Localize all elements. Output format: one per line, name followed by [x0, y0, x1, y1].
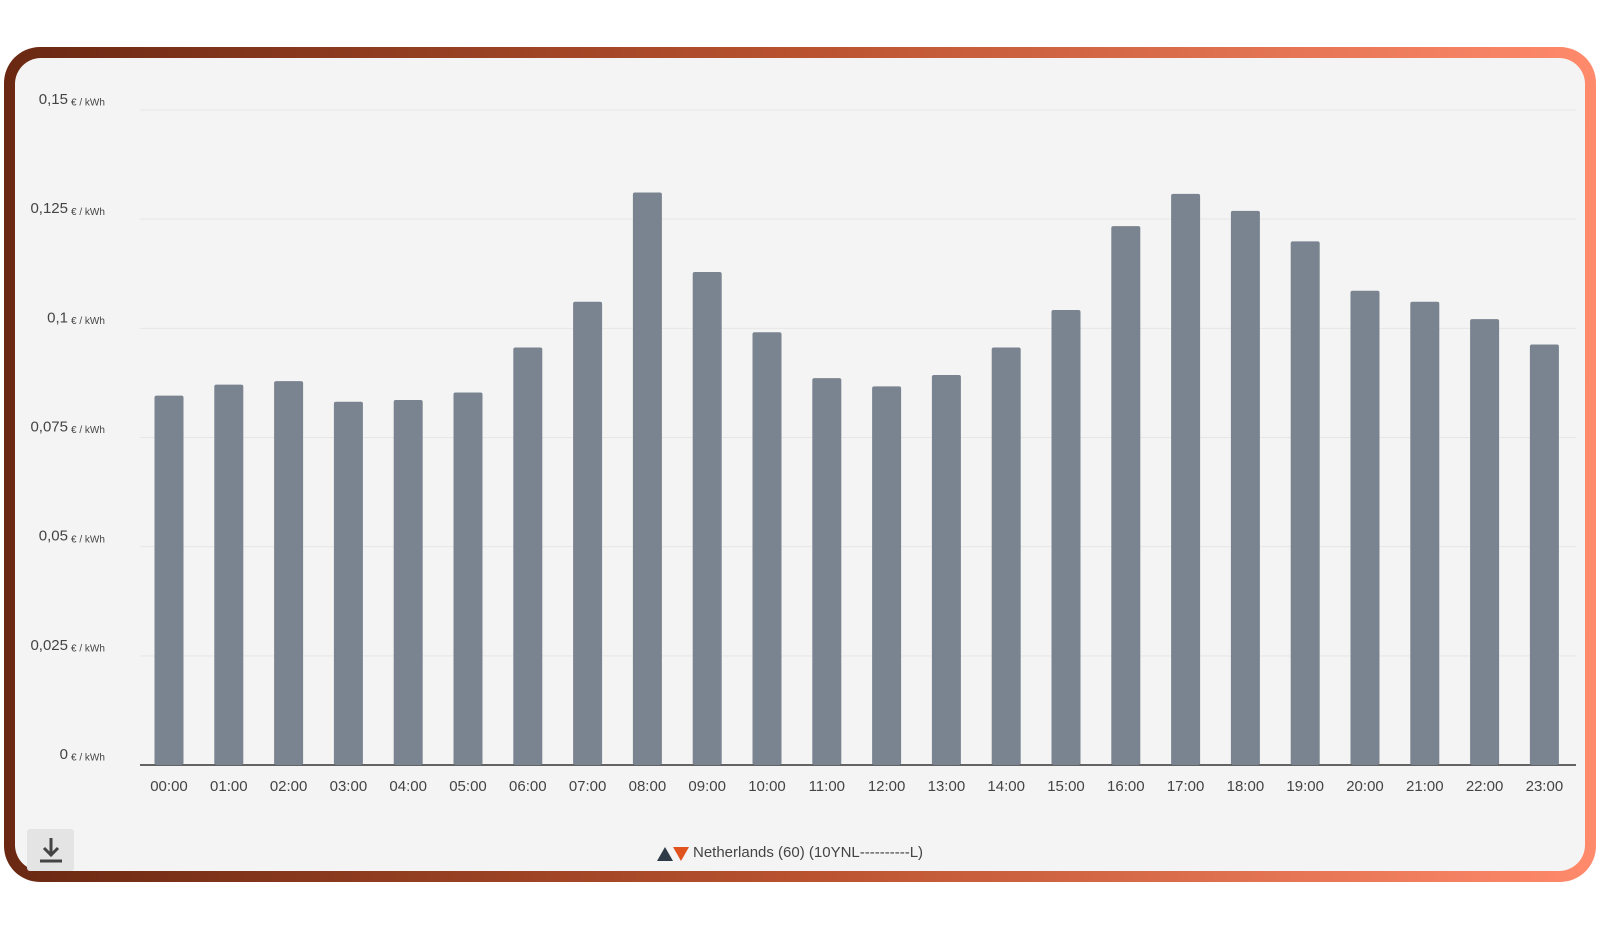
y-tick-label: 0,025 [30, 637, 68, 654]
bar [1410, 301, 1440, 765]
x-tick-label: 03:00 [330, 778, 368, 795]
download-button[interactable] [27, 829, 74, 871]
x-tick-label: 11:00 [809, 778, 845, 795]
bar [513, 347, 543, 765]
y-tick-value: 0,075 [30, 418, 68, 435]
y-tick-unit: € / kWh [71, 753, 105, 764]
bar [393, 399, 423, 765]
bar [812, 378, 842, 765]
y-tick-label: 0,1 [47, 309, 68, 326]
y-tick-value: 0,125 [30, 200, 68, 217]
panel [15, 58, 1585, 871]
y-tick-label: 0,075 [30, 418, 68, 435]
bar [214, 384, 244, 765]
y-tick-value: 0,1 [47, 309, 68, 326]
y-tick-label: 0,05 [39, 528, 68, 545]
x-tick-label: 20:00 [1346, 778, 1384, 795]
x-tick-label: 00:00 [150, 778, 188, 795]
bar [931, 375, 961, 765]
y-tick-unit: € / kWh [71, 98, 105, 109]
x-tick-label: 04:00 [389, 778, 427, 795]
x-tick-label: 16:00 [1107, 778, 1145, 795]
x-tick-label: 07:00 [569, 778, 607, 795]
bar [692, 272, 722, 765]
x-tick-label: 18:00 [1227, 778, 1265, 795]
bar [1230, 210, 1260, 765]
bar [274, 381, 304, 765]
x-tick-label: 12:00 [868, 778, 906, 795]
x-tick-label: 15:00 [1047, 778, 1085, 795]
bar [1290, 241, 1320, 766]
bar [1111, 226, 1141, 766]
bar [1350, 290, 1380, 765]
bar [991, 347, 1021, 765]
legend-label: Netherlands (60) (10YNL----------L) [693, 844, 923, 861]
legend-icon [657, 847, 689, 861]
bar [573, 301, 603, 765]
x-tick-label: 19:00 [1286, 778, 1324, 795]
y-tick-unit: € / kWh [71, 643, 105, 654]
x-tick-label: 23:00 [1526, 778, 1564, 795]
bar [872, 386, 902, 765]
y-tick-value: 0,025 [30, 637, 68, 654]
bar [453, 392, 483, 765]
x-tick-label: 05:00 [449, 778, 487, 795]
y-tick-unit: € / kWh [71, 425, 105, 436]
y-tick-value: 0 [60, 746, 68, 763]
x-tick-label: 10:00 [748, 778, 786, 795]
x-tick-label: 08:00 [629, 778, 667, 795]
x-tick-label: 14:00 [987, 778, 1025, 795]
bar [1051, 309, 1081, 765]
bar [632, 192, 662, 765]
x-tick-label: 01:00 [210, 778, 248, 795]
x-tick-label: 21:00 [1406, 778, 1444, 795]
bar [752, 332, 782, 765]
y-tick-unit: € / kWh [71, 207, 105, 218]
y-tick-unit: € / kWh [71, 316, 105, 327]
bar [333, 401, 363, 765]
x-tick-label: 09:00 [688, 778, 726, 795]
y-tick-value: 0,05 [39, 528, 68, 545]
y-tick-label: 0 [60, 746, 68, 763]
bar [154, 395, 184, 765]
bar [1470, 319, 1500, 765]
x-tick-label: 02:00 [270, 778, 308, 795]
y-tick-unit: € / kWh [71, 534, 105, 545]
bar [1171, 193, 1201, 766]
y-tick-value: 0,15 [39, 91, 68, 108]
bar [1529, 344, 1559, 765]
x-tick-label: 06:00 [509, 778, 547, 795]
x-tick-label: 22:00 [1466, 778, 1504, 795]
y-tick-label: 0,125 [30, 200, 68, 217]
x-tick-label: 13:00 [928, 778, 966, 795]
x-tick-label: 17:00 [1167, 778, 1205, 795]
y-tick-label: 0,15 [39, 91, 68, 108]
